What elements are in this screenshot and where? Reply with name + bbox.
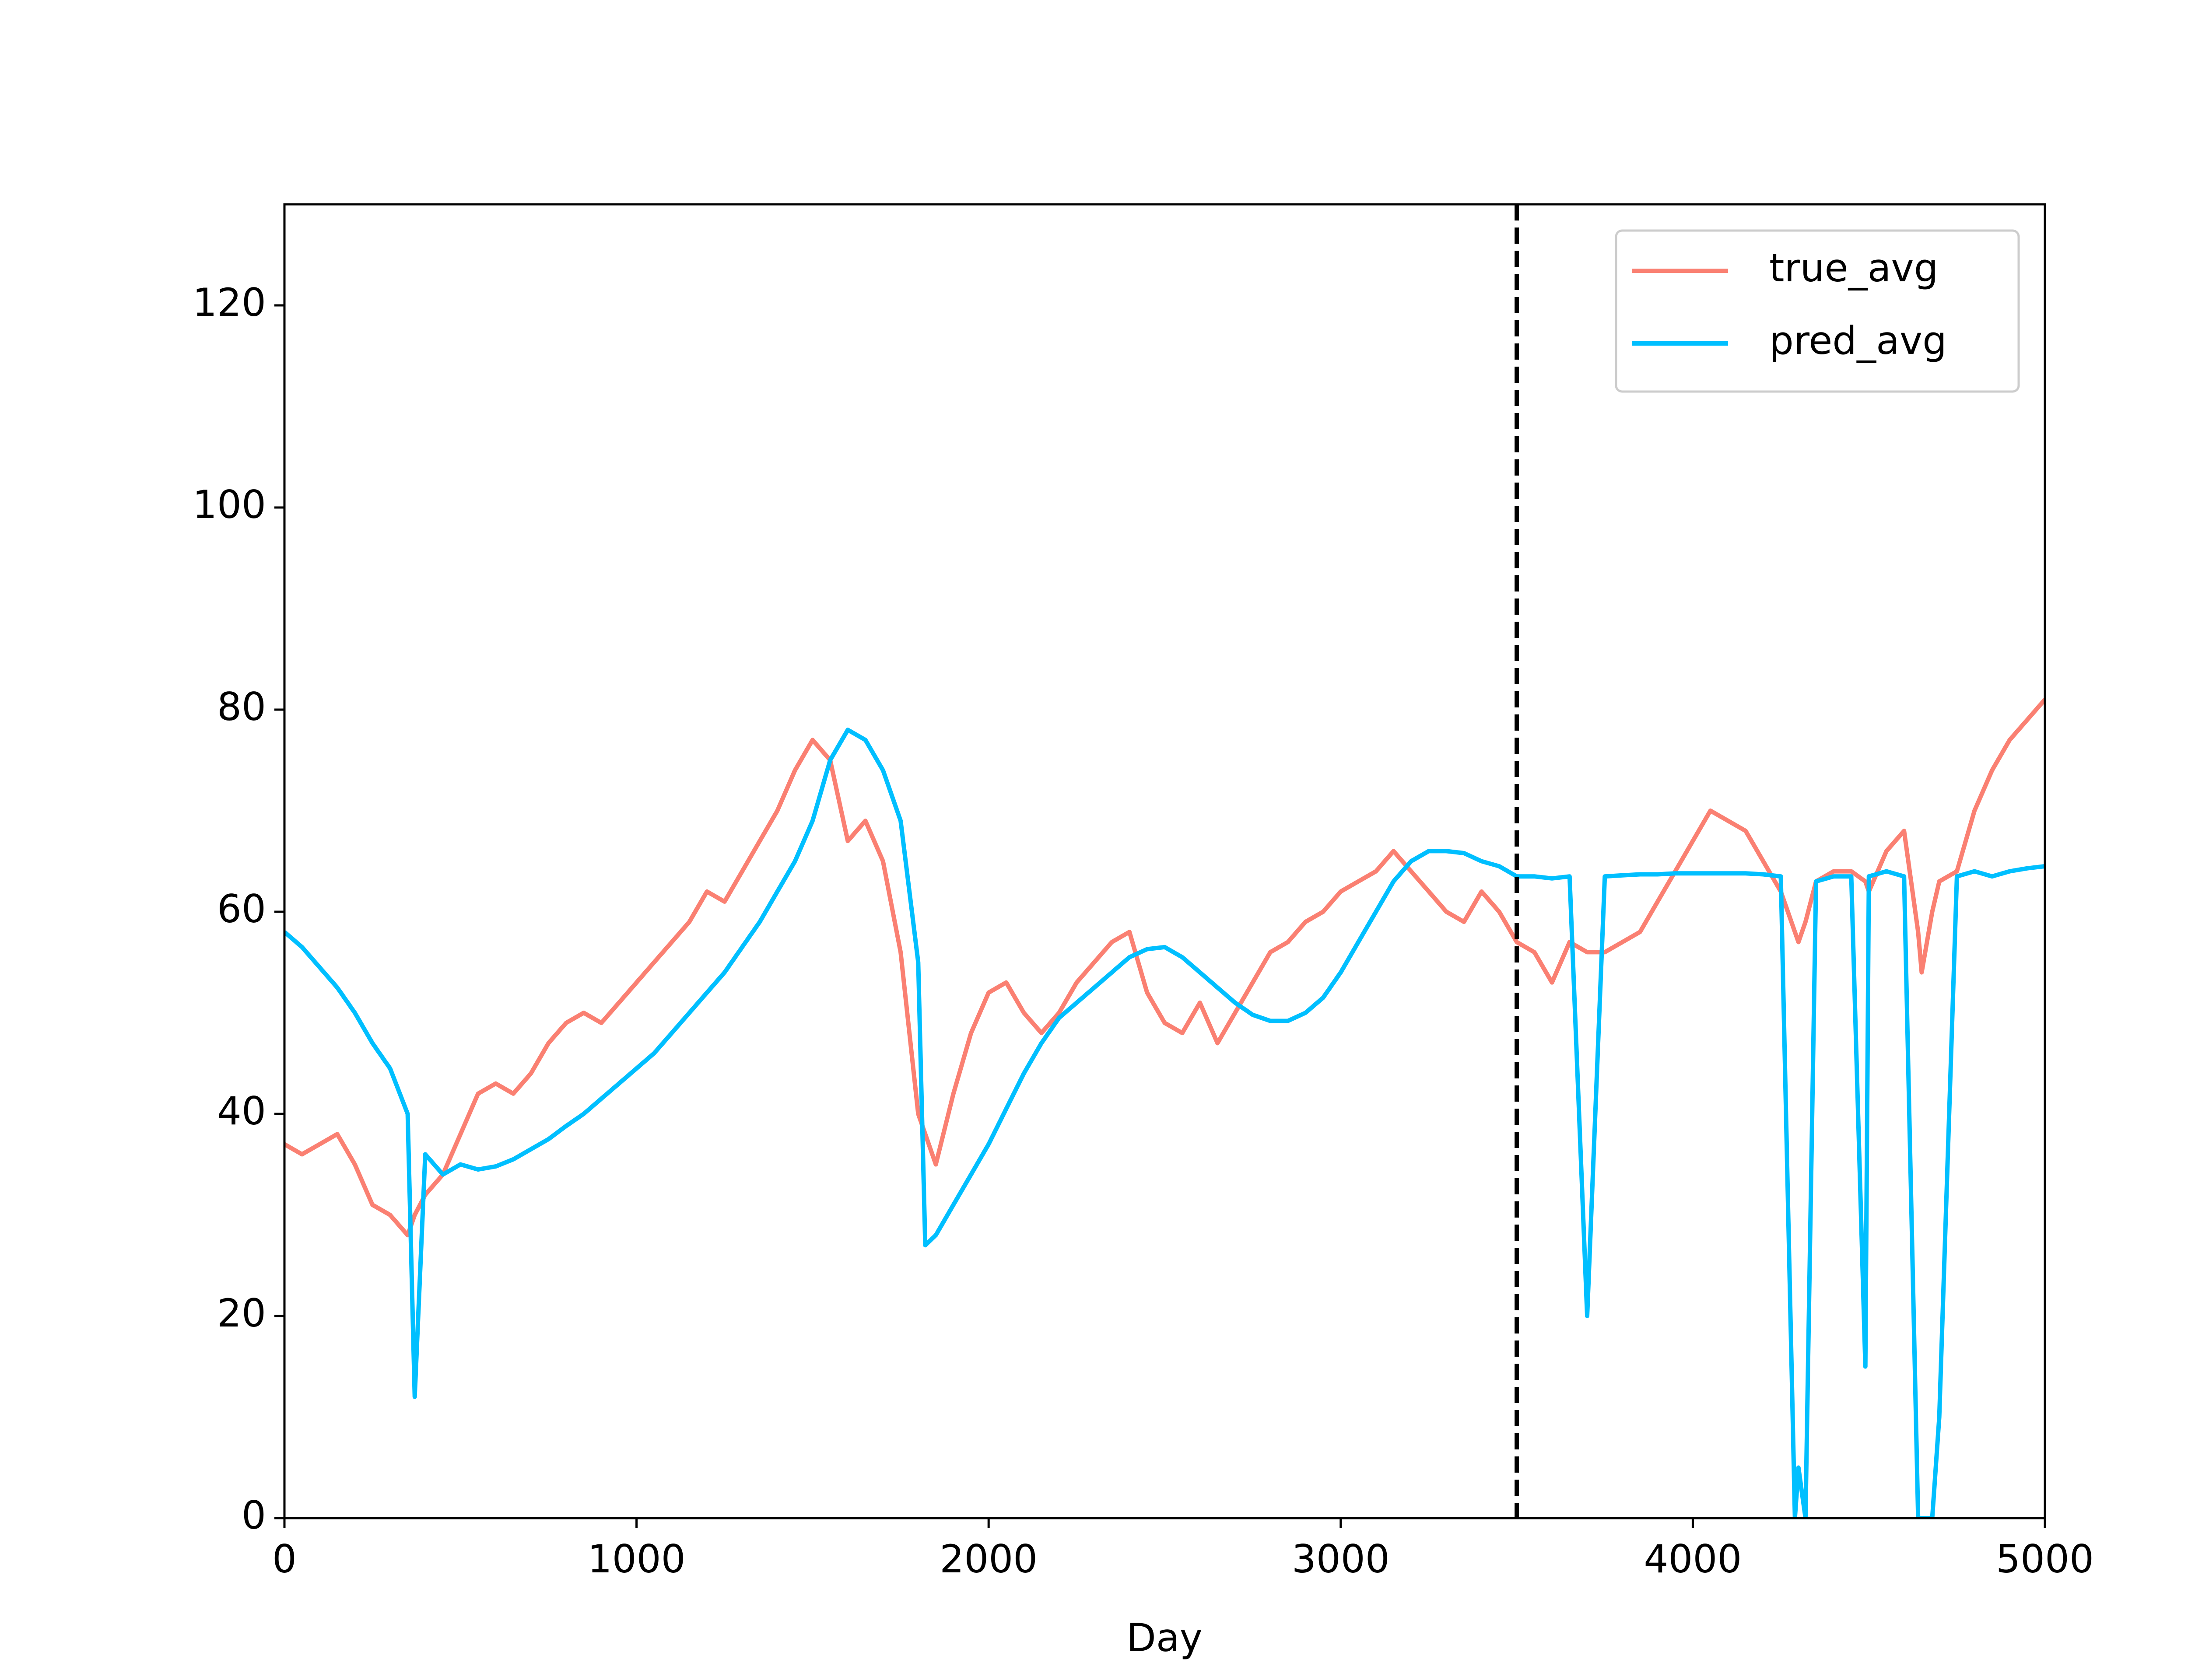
y-tick-label: 100 <box>193 482 266 527</box>
y-tick-label: 0 <box>242 1493 266 1538</box>
legend-label: true_avg <box>1769 245 1938 290</box>
y-tick-label: 80 <box>217 684 266 729</box>
x-tick-label: 0 <box>272 1536 297 1582</box>
x-tick-label: 4000 <box>1644 1536 1742 1582</box>
legend-label: pred_avg <box>1769 318 1947 363</box>
x-tick-label: 1000 <box>588 1536 686 1582</box>
data-line <box>284 728 2045 1518</box>
y-tick-label: 20 <box>217 1291 266 1336</box>
y-tick-label: 60 <box>217 886 266 931</box>
y-tick-label: 40 <box>217 1088 266 1134</box>
y-tick-label: 120 <box>193 280 266 325</box>
x-tick-label: 3000 <box>1292 1536 1390 1582</box>
x-axis-label: Day <box>1126 1615 1203 1660</box>
data-line <box>284 698 2045 1238</box>
x-tick-label: 2000 <box>940 1536 1038 1582</box>
plot-frame <box>283 203 2046 1519</box>
x-tick-label: 5000 <box>1996 1536 2094 1582</box>
